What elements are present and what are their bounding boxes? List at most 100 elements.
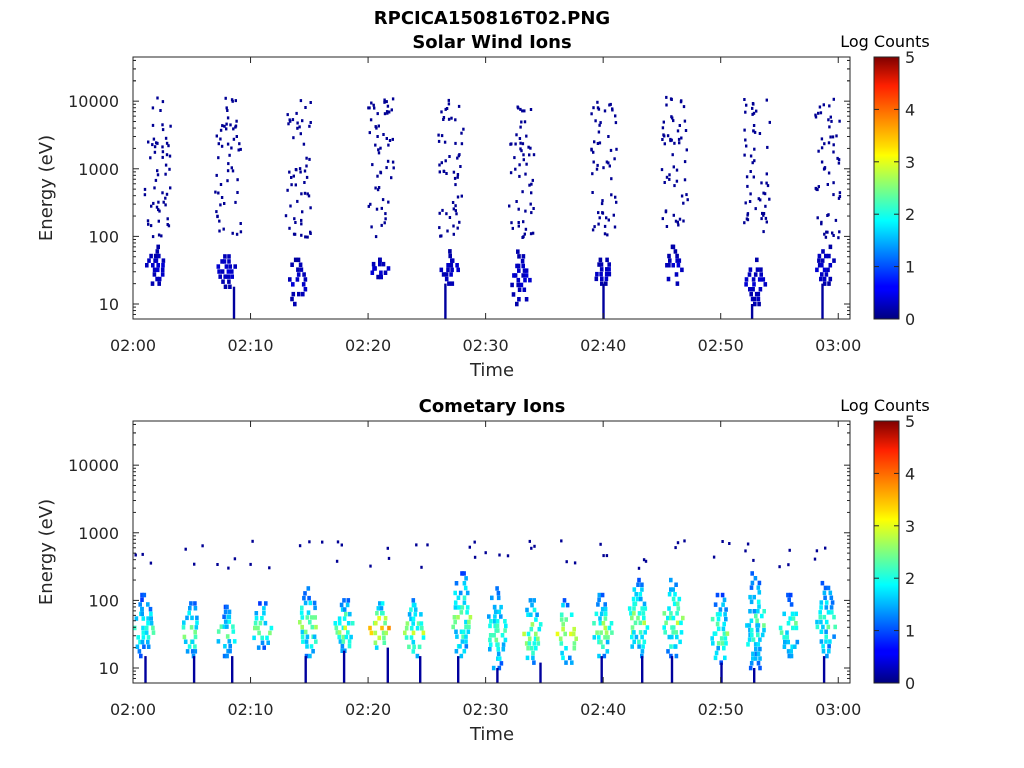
count-cell bbox=[164, 163, 168, 167]
count-cell bbox=[370, 270, 375, 275]
count-cell bbox=[227, 639, 232, 644]
count-cell bbox=[234, 99, 237, 103]
count-cell bbox=[828, 104, 831, 108]
count-cell bbox=[385, 137, 388, 140]
count-cell bbox=[234, 125, 237, 129]
count-cell bbox=[416, 621, 421, 626]
count-cell bbox=[499, 614, 503, 619]
count-cell bbox=[404, 626, 409, 631]
count-cell bbox=[760, 632, 765, 638]
count-cell bbox=[437, 133, 440, 137]
count-cell bbox=[312, 634, 317, 639]
count-cell bbox=[669, 644, 673, 649]
count-cell bbox=[300, 218, 303, 222]
count-cell bbox=[641, 611, 646, 616]
count-cell bbox=[823, 232, 826, 236]
count-cell bbox=[421, 635, 426, 640]
count-cell bbox=[758, 637, 762, 642]
count-cell bbox=[680, 194, 684, 198]
count-cell bbox=[675, 611, 679, 616]
count-cell bbox=[665, 95, 668, 99]
count-cell bbox=[217, 142, 220, 146]
count-cell bbox=[460, 571, 464, 576]
count-cell bbox=[193, 601, 197, 606]
count-cell bbox=[258, 620, 263, 626]
count-cell bbox=[219, 203, 222, 207]
count-cell bbox=[377, 124, 380, 128]
count-cell bbox=[456, 595, 461, 600]
count-cell bbox=[492, 604, 497, 610]
count-cell bbox=[756, 291, 761, 297]
count-cell bbox=[748, 665, 753, 671]
count-cell bbox=[561, 655, 565, 661]
count-cell bbox=[826, 214, 829, 217]
count-cell bbox=[817, 111, 820, 115]
count-cell bbox=[752, 111, 756, 115]
count-cell bbox=[156, 244, 160, 250]
count-cell bbox=[504, 623, 508, 629]
count-cell bbox=[384, 217, 387, 221]
count-cell bbox=[669, 611, 673, 616]
count-cell bbox=[227, 162, 230, 166]
count-cell bbox=[497, 656, 502, 661]
x-tick-label: 02:40 bbox=[580, 700, 626, 719]
count-cell bbox=[642, 639, 647, 645]
count-cell bbox=[193, 634, 198, 640]
count-cell bbox=[419, 621, 424, 626]
count-cell bbox=[753, 668, 756, 683]
count-cell bbox=[600, 281, 604, 286]
count-cell bbox=[149, 253, 153, 259]
count-cell bbox=[723, 655, 727, 661]
count-cell bbox=[335, 559, 339, 563]
count-cell bbox=[296, 121, 299, 125]
count-cell bbox=[721, 626, 726, 632]
count-cell bbox=[607, 262, 611, 267]
count-cell bbox=[456, 173, 460, 176]
count-cell bbox=[387, 625, 391, 631]
count-cell bbox=[574, 636, 578, 641]
count-cell bbox=[819, 605, 823, 610]
count-cell bbox=[662, 133, 665, 137]
count-cell bbox=[818, 610, 822, 615]
count-cell bbox=[216, 563, 219, 566]
count-cell bbox=[795, 639, 800, 645]
count-cell bbox=[464, 644, 469, 649]
count-cell bbox=[232, 127, 235, 131]
count-cell bbox=[522, 287, 527, 292]
count-cell bbox=[411, 649, 416, 654]
count-cell bbox=[826, 624, 831, 630]
count-cell bbox=[716, 641, 721, 646]
count-cell bbox=[445, 172, 448, 175]
count-cell bbox=[215, 173, 218, 177]
count-cell bbox=[309, 101, 312, 104]
count-cell bbox=[765, 220, 768, 224]
count-cell bbox=[532, 660, 536, 665]
count-cell bbox=[347, 643, 352, 649]
count-cell bbox=[146, 621, 150, 626]
count-cell bbox=[495, 623, 500, 629]
count-cell bbox=[530, 546, 533, 550]
count-cell bbox=[305, 156, 308, 160]
count-cell bbox=[509, 171, 513, 175]
count-cell bbox=[379, 606, 384, 611]
count-cell bbox=[150, 204, 153, 208]
count-cell bbox=[713, 602, 718, 607]
count-cell bbox=[288, 170, 291, 174]
count-cell bbox=[165, 192, 169, 196]
count-cell bbox=[531, 178, 534, 182]
count-cell bbox=[522, 220, 525, 224]
count-cell bbox=[219, 128, 223, 132]
count-cell bbox=[151, 630, 156, 635]
count-cell bbox=[293, 257, 298, 263]
count-cell bbox=[827, 141, 831, 145]
count-cell bbox=[500, 633, 505, 638]
count-cell bbox=[678, 141, 681, 145]
count-cell bbox=[603, 602, 607, 607]
count-cell bbox=[640, 649, 645, 654]
count-cell bbox=[342, 650, 346, 683]
count-cell bbox=[564, 617, 568, 622]
count-cell bbox=[139, 653, 143, 659]
count-cell bbox=[457, 605, 461, 610]
count-cell bbox=[559, 641, 564, 646]
count-cell bbox=[527, 145, 530, 149]
